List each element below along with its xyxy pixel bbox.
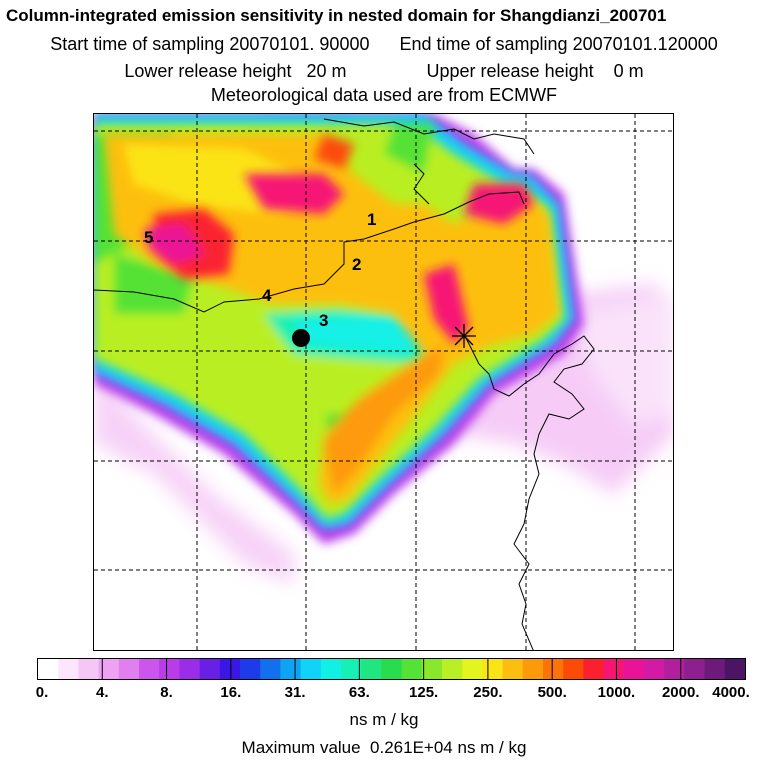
colorbar-swatch — [664, 659, 685, 679]
map-label-4: 4 — [262, 286, 272, 305]
colorbar-swatch — [219, 659, 241, 679]
colorbar-tick-label: 4000. — [712, 684, 750, 701]
colorbar-tick-label: 250. — [473, 684, 503, 701]
colorbar-tick-label: 125. — [409, 684, 439, 701]
colorbar-swatch — [341, 659, 362, 679]
colorbar-swatch — [522, 659, 544, 679]
max-label: Maximum value — [241, 738, 361, 757]
colorbar-swatch — [320, 659, 342, 679]
start-time: Start time of sampling 20070101. 90000 — [50, 33, 369, 55]
upper-release-label: Upper release height — [426, 61, 594, 81]
colorbar-swatch — [300, 659, 322, 679]
colorbar-swatch — [482, 659, 504, 679]
colorbar-swatch — [381, 659, 403, 679]
coastline — [94, 118, 595, 650]
colorbar-swatch — [644, 659, 665, 679]
start-time-label: Start time of sampling — [50, 34, 225, 54]
max-value: 0.261E+04 ns m / kg — [370, 738, 527, 757]
colorbar-swatches — [38, 659, 745, 679]
colorbar-swatch — [240, 659, 261, 679]
lower-release-value: 20 m — [306, 61, 347, 81]
sampling-time-line: Start time of sampling 20070101. 90000 En… — [0, 33, 768, 55]
colorbar-tick-label: 63. — [348, 684, 370, 701]
colorbar-swatch — [421, 659, 443, 679]
lower-release: Lower release height 20 m — [124, 60, 346, 82]
colorbar-swatch — [603, 659, 625, 679]
colorbar-swatch — [543, 659, 564, 679]
lower-release-label: Lower release height — [124, 61, 292, 81]
colorbar-swatch — [159, 659, 180, 679]
station-star-icon[interactable] — [452, 324, 476, 348]
met-data-line: Meteorological data used are from ECMWF — [210, 85, 558, 105]
maximum-value-line: Maximum value 0.261E+04 ns m / kg — [0, 738, 768, 758]
sensitivity-map[interactable]: 1 2 3 4 5 — [93, 113, 674, 651]
release-point-marker[interactable] — [292, 329, 310, 347]
colorbar-tick-label: 16. — [220, 684, 242, 701]
colorbar-tick-label: 0. — [35, 684, 49, 701]
colorbar-swatch — [462, 659, 483, 679]
colorbar-swatch — [684, 659, 706, 679]
release-height-line: Lower release height 20 m Upper release h… — [0, 60, 768, 82]
start-time-value: 20070101. 90000 — [229, 34, 370, 54]
colorbar-swatch — [623, 659, 645, 679]
end-time-label: End time of sampling — [399, 34, 568, 54]
colorbar-swatch — [118, 659, 140, 679]
colorbar-swatch — [361, 659, 382, 679]
colorbar-swatch — [179, 659, 201, 679]
colorbar-swatch — [199, 659, 221, 679]
colorbar-tick-label: 500. — [537, 684, 567, 701]
colorbar-unit: ns m / kg — [349, 710, 419, 729]
colorbar-swatch — [583, 659, 605, 679]
colorbar-swatch — [442, 659, 463, 679]
colorbar-swatch — [260, 659, 281, 679]
colorbar-swatch — [563, 659, 584, 679]
map-label-1: 1 — [367, 210, 376, 229]
colorbar-swatch — [98, 659, 120, 679]
colorbar-swatch — [58, 659, 79, 679]
colorbar — [37, 658, 746, 680]
peak-sensitivity-areas — [144, 134, 534, 344]
upper-release: Upper release height 0 m — [427, 60, 644, 82]
colorbar-swatch — [280, 659, 302, 679]
map-label-5: 5 — [144, 228, 153, 247]
colorbar-tick-label: 8. — [160, 684, 173, 701]
colorbar-tick-labels: 0. 4. 8. 16. 31. 63. 125. 250. 500. 1000. 2000. 400… — [0, 684, 768, 704]
upper-release-value: 0 m — [613, 61, 644, 81]
map-canvas: 1 2 3 4 5 — [94, 114, 673, 650]
colorbar-swatch — [704, 659, 726, 679]
end-time-value: 20070101.120000 — [572, 34, 718, 54]
plot-title: Column-integrated emission sensitivity i… — [6, 6, 667, 25]
colorbar-tick-label: 2000. — [661, 684, 700, 701]
colorbar-tick-label: 4. — [96, 684, 109, 701]
colorbar-swatch — [401, 659, 423, 679]
colorbar-tick-label: 1000. — [597, 684, 636, 701]
map-label-2: 2 — [352, 255, 361, 274]
colorbar-tick-label: 31. — [284, 684, 306, 701]
end-time: End time of sampling 20070101.120000 — [399, 33, 717, 55]
colorbar-swatch — [724, 659, 745, 679]
colorbar-swatch — [502, 659, 524, 679]
colorbar-swatch — [38, 659, 59, 679]
colorbar-swatch — [139, 659, 160, 679]
colorbar-swatch — [78, 659, 100, 679]
map-label-3: 3 — [319, 311, 328, 330]
